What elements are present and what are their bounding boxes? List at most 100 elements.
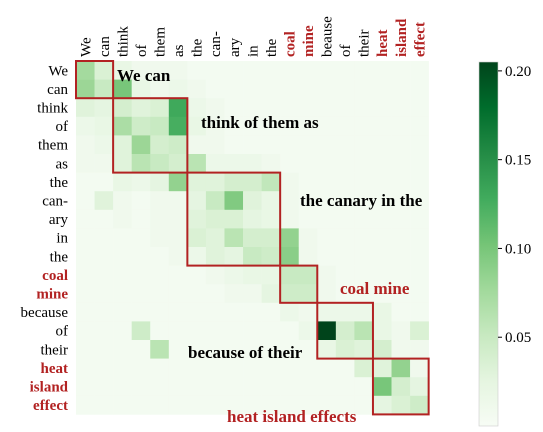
heatmap-cell [391,154,411,173]
heatmap-cell [354,395,374,415]
heatmap-cell [354,61,374,80]
heatmap-cell [150,247,170,266]
heatmap-cell [372,98,392,118]
heatmap-cell [168,358,188,378]
heatmap-cell [317,377,337,397]
heatmap-cell [354,284,374,304]
heatmap-cell [335,377,355,397]
heatmap-cell [168,191,188,211]
heatmap-cell [354,172,374,192]
heatmap-cell [280,340,300,359]
heatmap-cell [372,284,392,304]
heatmap-cell [168,98,188,118]
heatmap-cell [205,358,225,378]
heatmap-cell [335,172,355,192]
heatmap-cell [187,228,207,248]
heatmap-cell [76,135,95,155]
heatmap-cell [205,98,225,118]
heatmap-cell [317,98,337,118]
heatmap-cell [354,265,374,285]
heatmap-cell [168,154,188,173]
heatmap-cell [317,340,337,359]
x-tick-label: in [245,45,261,57]
heatmap-cell [187,98,207,118]
heatmap-cell [391,209,411,229]
x-tick-label: beause [320,16,336,57]
heatmap-cell [354,321,374,341]
heatmap-cell [131,284,151,304]
heatmap-cell [261,61,281,80]
heatmap-cell [205,302,225,322]
heatmap-cell [317,61,337,80]
heatmap-cell [243,377,262,397]
heatmap-cell [205,284,225,304]
heatmap-cell [261,135,281,155]
heatmap-cell [224,395,244,415]
heatmap-cell [168,79,188,99]
heatmap-cell [317,247,337,266]
heatmap-cell [131,209,151,229]
heatmap-cell [187,377,207,397]
heatmap-cell [94,377,114,397]
heatmap-cell [391,302,411,322]
heatmap-cell [243,61,262,80]
heatmap-cell [391,172,411,192]
heatmap-cell [187,116,207,136]
heatmap-cell [131,98,151,118]
heatmap-cell [261,209,281,229]
segment-box-label: heat island effects [227,407,357,426]
heatmap-cell [372,116,392,136]
heatmap-cell [298,209,318,229]
heatmap-cell [372,247,392,266]
heatmap-cell [94,284,114,304]
heatmap-cell [372,377,392,397]
x-tick-label: as [171,44,187,57]
heatmap-cell [317,321,337,341]
heatmap-cell [113,265,132,285]
heatmap-cell [354,209,374,229]
heatmap-cell [113,172,132,192]
heatmap-cell [187,395,207,415]
colorbar-tick-label: 0.15 [505,153,531,169]
heatmap-cell [94,358,114,378]
heatmap-cell [354,340,374,359]
heatmap-cell [298,265,318,285]
heatmap-cell [94,340,114,359]
heatmap-cell [410,116,429,136]
y-tick-label: of [56,119,69,135]
x-tick-label: the [264,38,280,57]
heatmap-cell [298,340,318,359]
heatmap-cell [317,79,337,99]
heatmap-cell [298,116,318,136]
heatmap-cell [410,61,429,80]
heatmap-cell [76,321,95,341]
heatmap-cell [243,98,262,118]
heatmap-cell [94,154,114,173]
x-tick-label: can- [208,31,224,57]
heatmap-cell [94,228,114,248]
heatmap-cell [298,191,318,211]
heatmap-cell [280,228,300,248]
heatmap-cell [261,79,281,99]
heatmap-cell [391,395,411,415]
heatmap-cell [113,98,132,118]
heatmap-cell [261,340,281,359]
heatmap-cell [335,340,355,359]
heatmap-cell [205,172,225,192]
heatmap-cell [150,79,170,99]
heatmap-cell [261,172,281,192]
heatmap-cell [205,209,225,229]
heatmap-cell [298,247,318,266]
heatmap-cell [243,172,262,192]
heatmap-cell [224,284,244,304]
heatmap-cell [391,321,411,341]
heatmap-cell [280,321,300,341]
heatmap-cell [280,395,300,415]
heatmap-cell [76,61,95,80]
heatmap-cell [298,284,318,304]
heatmap-cell [410,247,429,266]
heatmap-cell [113,154,132,173]
heatmap-cell [113,228,132,248]
heatmap-cell [187,79,207,99]
heatmap-cell [410,302,429,322]
